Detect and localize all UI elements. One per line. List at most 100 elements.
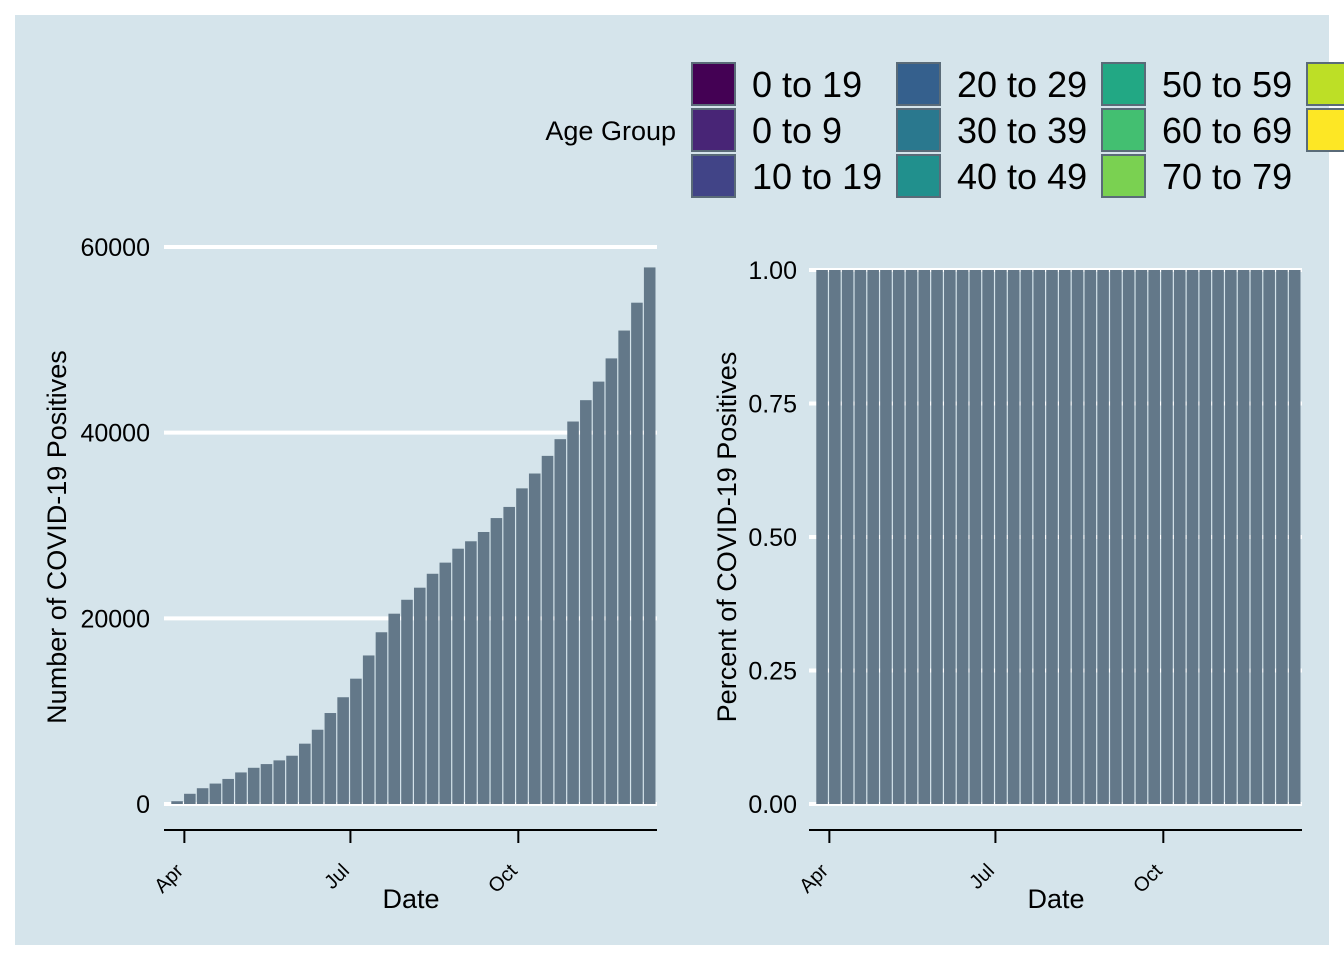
- bar: [918, 270, 931, 804]
- bar: [260, 764, 273, 804]
- legend-label: 0 to 19: [752, 64, 862, 105]
- bar: [631, 302, 643, 804]
- bar: [235, 772, 247, 804]
- legend-swatch: [896, 154, 941, 198]
- bar: [1161, 270, 1173, 804]
- bar: [362, 655, 375, 804]
- bar: [286, 755, 298, 804]
- bar: [1225, 270, 1237, 804]
- y-tick-label: 20000: [80, 605, 150, 633]
- legend-swatch: [691, 62, 736, 106]
- legend-label: 50 to 59: [1162, 64, 1292, 105]
- legend-swatch: [896, 108, 941, 152]
- bar: [995, 270, 1007, 804]
- bar: [618, 330, 630, 804]
- bar: [1288, 270, 1301, 804]
- bar: [1263, 270, 1275, 804]
- bar: [1058, 270, 1071, 804]
- bar: [541, 455, 554, 804]
- bar: [516, 488, 528, 804]
- bar: [867, 270, 879, 804]
- legend-label: 40 to 49: [957, 156, 1087, 197]
- y-tick-label: 60000: [80, 234, 150, 262]
- bar: [956, 270, 969, 804]
- y-tick-label: 1.00: [748, 257, 797, 285]
- y-tick-label: 0.00: [748, 791, 797, 819]
- percent-chart: 0.00 0.25 0.50 0.75 1.00 Apr Jul Oct Date Percent…: [712, 257, 1302, 914]
- bar: [439, 562, 452, 804]
- bar: [350, 678, 362, 804]
- bar: [931, 270, 943, 804]
- x-tick-label: Jul: [320, 860, 354, 894]
- bar: [299, 743, 311, 804]
- bar: [337, 697, 349, 804]
- bar: [1033, 270, 1046, 804]
- bar: [816, 270, 828, 804]
- x-tick-label: Oct: [1129, 860, 1167, 898]
- bar: [880, 270, 892, 804]
- bar: [944, 270, 956, 804]
- bar: [854, 270, 867, 804]
- bar: [592, 381, 605, 804]
- bar: [1276, 270, 1288, 804]
- bar: [375, 632, 388, 804]
- y-axis-title: Percent of COVID-19 Positives: [712, 352, 742, 723]
- x-axis-title: Date: [1027, 884, 1084, 914]
- bar: [477, 531, 490, 804]
- bar: [1071, 270, 1084, 804]
- bar: [222, 778, 234, 804]
- legend-swatch: [1306, 108, 1344, 152]
- bar: [969, 270, 982, 804]
- bar: [567, 421, 579, 804]
- y-tick-label: 0: [136, 791, 150, 819]
- bar: [401, 599, 413, 804]
- bar: [1173, 270, 1186, 804]
- bar: [643, 267, 656, 804]
- bar: [1148, 270, 1160, 804]
- bar: [1250, 270, 1263, 804]
- bar: [1097, 270, 1109, 804]
- bar: [273, 760, 286, 804]
- bar: [490, 518, 503, 804]
- bar: [829, 270, 841, 804]
- bar: [1237, 270, 1250, 804]
- bar: [1007, 270, 1020, 804]
- bar: [1046, 270, 1058, 804]
- bar: [1020, 270, 1033, 804]
- bar: [982, 270, 994, 804]
- bar: [209, 783, 222, 804]
- bar: [426, 573, 439, 804]
- y-tick-label: 0.75: [748, 391, 797, 419]
- bar: [580, 400, 592, 804]
- bar: [605, 358, 618, 804]
- y-tick-label: 40000: [80, 420, 150, 448]
- bar: [413, 587, 426, 804]
- bar: [184, 793, 196, 804]
- bar: [388, 613, 401, 804]
- legend-swatch: [691, 108, 736, 152]
- x-axis-title: Date: [382, 884, 439, 914]
- x-tick-label: Oct: [484, 860, 522, 898]
- bar: [452, 548, 464, 804]
- x-tick-label: Apr: [795, 860, 833, 898]
- bar: [1186, 270, 1199, 804]
- bar: [1122, 270, 1135, 804]
- x-tick-label: Apr: [150, 860, 188, 898]
- bar: [465, 541, 477, 804]
- legend-label: 0 to 9: [752, 110, 842, 151]
- x-tick-label: Jul: [965, 860, 999, 894]
- bar: [1199, 270, 1212, 804]
- legend-swatch: [896, 62, 941, 106]
- count-chart: 0 20000 40000 60000 Apr Jul Oct Date Number of C…: [42, 234, 657, 914]
- legend-label: 20 to 29: [957, 64, 1087, 105]
- y-tick-label: 0.50: [748, 524, 797, 552]
- legend-title: Age Group: [545, 116, 676, 146]
- legend-label: 10 to 19: [752, 156, 882, 197]
- bar: [1135, 270, 1148, 804]
- bar: [554, 439, 567, 804]
- legend-label: 60 to 69: [1162, 110, 1292, 151]
- bar: [528, 473, 541, 804]
- legend-swatch: [691, 154, 736, 198]
- y-axis-title: Number of COVID-19 Positives: [42, 350, 72, 724]
